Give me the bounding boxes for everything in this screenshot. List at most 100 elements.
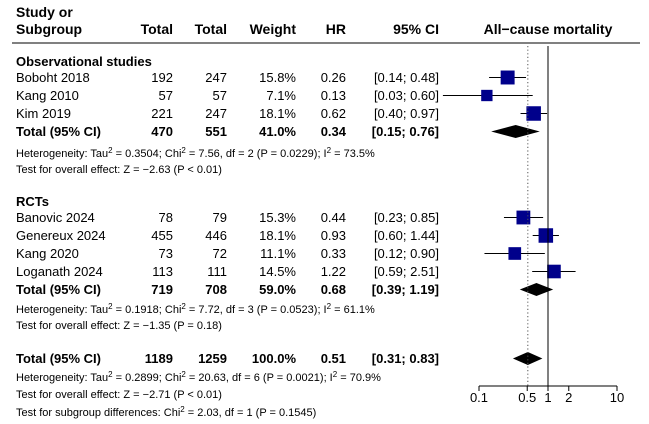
overall-effect-text: Test for overall effect: Z = −2.63 (P < … bbox=[16, 164, 222, 176]
row-ci: [0.12; 0.90] bbox=[374, 246, 439, 261]
row-weight: 18.1% bbox=[259, 106, 296, 121]
text-segment: = 7.72, df = 3 (P = 0.0523); I bbox=[186, 304, 327, 316]
row-hr: 0.34 bbox=[321, 124, 347, 139]
row-label: Genereux 2024 bbox=[16, 228, 106, 243]
header-weight: Weight bbox=[250, 21, 297, 37]
header-subgroup: Subgroup bbox=[16, 21, 82, 37]
superscript-2: 2 bbox=[180, 405, 185, 414]
text-segment: = 0.3504; Chi bbox=[113, 148, 182, 160]
x-tick-label: 10 bbox=[610, 390, 624, 405]
header-ci: 95% CI bbox=[393, 21, 439, 37]
superscript-2: 2 bbox=[333, 370, 338, 379]
text-segment: = 2.03, df = 1 (P = 0.1545) bbox=[185, 407, 317, 419]
x-tick-label: 0.1 bbox=[470, 390, 488, 405]
study-square bbox=[508, 247, 522, 260]
text-segment: = 20.63, df = 6 (P = 0.0021); I bbox=[186, 372, 333, 384]
header-study: Study or bbox=[16, 4, 73, 20]
study-square bbox=[516, 210, 531, 225]
row-total-2: 72 bbox=[213, 246, 227, 261]
heterogeneity-text: Heterogeneity: Tau2 = 0.1918; Chi2 = 7.7… bbox=[16, 302, 375, 316]
header-total-1: Total bbox=[141, 21, 173, 37]
row-label: Boboht 2018 bbox=[16, 70, 90, 85]
subgroup-differences-text: Test for subgroup differences: Chi2 = 2.… bbox=[16, 405, 316, 419]
row-weight: 59.0% bbox=[259, 282, 296, 297]
row-hr: 0.51 bbox=[321, 351, 346, 366]
row-total-2: 446 bbox=[205, 228, 227, 243]
superscript-2: 2 bbox=[108, 302, 113, 311]
header-hr: HR bbox=[326, 21, 346, 37]
text-segment: = 0.1918; Chi bbox=[113, 304, 182, 316]
row-hr: 0.93 bbox=[321, 228, 346, 243]
x-tick-label: 0.5 bbox=[518, 390, 536, 405]
subgroup-title: RCTs bbox=[16, 194, 49, 209]
overall-diamond bbox=[512, 352, 543, 365]
row-label: Total (95% CI) bbox=[16, 351, 101, 366]
row-total-1: 57 bbox=[159, 88, 173, 103]
superscript-2: 2 bbox=[181, 370, 186, 379]
row-total-1: 455 bbox=[151, 228, 173, 243]
row-total-1: 221 bbox=[151, 106, 173, 121]
row-total-1: 192 bbox=[151, 70, 173, 85]
row-hr: 0.26 bbox=[321, 70, 346, 85]
text-segment: = 73.5% bbox=[331, 148, 375, 160]
text-segment: Heterogeneity: Tau bbox=[16, 148, 108, 160]
header-outcome: All−cause mortality bbox=[484, 21, 613, 37]
row-total-2: 247 bbox=[205, 70, 227, 85]
row-ci: [0.31; 0.83] bbox=[372, 351, 439, 366]
row-total-1: 1189 bbox=[145, 351, 173, 366]
study-square bbox=[526, 106, 541, 121]
text-segment: Heterogeneity: Tau bbox=[16, 372, 108, 384]
row-weight: 100.0% bbox=[252, 351, 297, 366]
row-total-1: 78 bbox=[159, 210, 173, 225]
superscript-2: 2 bbox=[327, 146, 332, 155]
row-total-2: 79 bbox=[213, 210, 227, 225]
row-ci: [0.14; 0.48] bbox=[374, 70, 439, 85]
row-label: Total (95% CI) bbox=[16, 282, 101, 297]
row-hr: 0.68 bbox=[321, 282, 346, 297]
x-tick-label: 2 bbox=[565, 390, 572, 405]
row-label: Banovic 2024 bbox=[16, 210, 95, 225]
row-label: Loganath 2024 bbox=[16, 264, 103, 279]
row-total-1: 113 bbox=[152, 264, 173, 279]
subgroup-diamond bbox=[519, 283, 554, 296]
subgroup-diamond bbox=[491, 125, 540, 138]
row-weight: 14.5% bbox=[259, 264, 296, 279]
overall-effect-text: Test for overall effect: Z = −1.35 (P = … bbox=[16, 320, 222, 332]
study-square bbox=[538, 228, 554, 243]
text-segment: Heterogeneity: Tau bbox=[16, 304, 108, 316]
study-square bbox=[481, 89, 493, 102]
row-total-1: 73 bbox=[159, 246, 173, 261]
superscript-2: 2 bbox=[327, 302, 332, 311]
heterogeneity-text: Heterogeneity: Tau2 = 0.3504; Chi2 = 7.5… bbox=[16, 146, 375, 160]
row-total-1: 719 bbox=[151, 282, 173, 297]
row-weight: 18.1% bbox=[259, 228, 296, 243]
row-ci: [0.03; 0.60] bbox=[374, 88, 439, 103]
superscript-2: 2 bbox=[108, 146, 113, 155]
x-tick-label: 1 bbox=[544, 390, 551, 405]
text-segment: = 70.9% bbox=[337, 372, 381, 384]
row-label: Kim 2019 bbox=[16, 106, 71, 121]
row-ci: [0.39; 1.19] bbox=[372, 282, 439, 297]
text-segment: = 61.1% bbox=[331, 304, 375, 316]
row-label: Kang 2010 bbox=[16, 88, 79, 103]
row-ci: [0.15; 0.76] bbox=[372, 124, 439, 139]
text-segment: Test for subgroup differences: Chi bbox=[16, 407, 180, 419]
row-hr: 0.33 bbox=[321, 246, 346, 261]
row-label: Total (95% CI) bbox=[16, 124, 101, 139]
superscript-2: 2 bbox=[181, 146, 186, 155]
study-square bbox=[547, 264, 561, 279]
row-weight: 41.0% bbox=[259, 124, 296, 139]
row-total-2: 1259 bbox=[198, 351, 227, 366]
row-weight: 15.3% bbox=[259, 210, 296, 225]
superscript-2: 2 bbox=[181, 302, 186, 311]
row-total-2: 57 bbox=[213, 88, 227, 103]
superscript-2: 2 bbox=[108, 370, 113, 379]
row-total-2: 111 bbox=[207, 264, 227, 279]
row-ci: [0.60; 1.44] bbox=[374, 228, 439, 243]
row-weight: 15.8% bbox=[259, 70, 296, 85]
row-total-1: 470 bbox=[151, 124, 173, 139]
row-total-2: 708 bbox=[205, 282, 227, 297]
row-label: Kang 2020 bbox=[16, 246, 79, 261]
text-segment: = 7.56, df = 2 (P = 0.0229); I bbox=[186, 148, 327, 160]
